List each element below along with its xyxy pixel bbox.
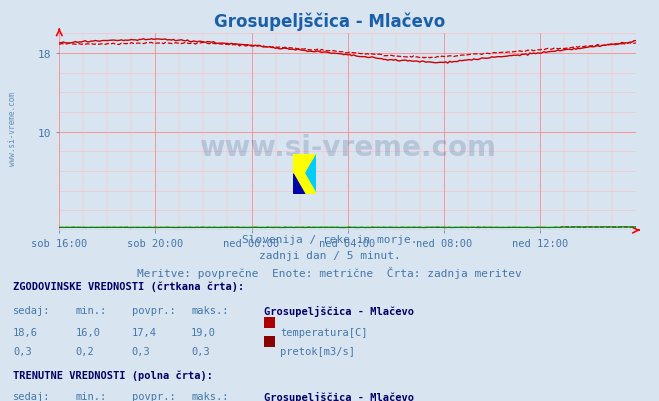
- Polygon shape: [293, 154, 316, 194]
- Text: 0,2: 0,2: [76, 346, 94, 356]
- Text: 17,4: 17,4: [132, 327, 157, 337]
- Text: maks.:: maks.:: [191, 305, 229, 315]
- Text: pretok[m3/s]: pretok[m3/s]: [280, 346, 355, 356]
- Text: Meritve: povprečne  Enote: metrične  Črta: zadnja meritev: Meritve: povprečne Enote: metrične Črta:…: [137, 267, 522, 279]
- Text: Grosupeljščica - Mlačevo: Grosupeljščica - Mlačevo: [214, 12, 445, 30]
- Text: www.si-vreme.com: www.si-vreme.com: [199, 134, 496, 162]
- Text: min.:: min.:: [76, 391, 107, 401]
- Text: min.:: min.:: [76, 305, 107, 315]
- Text: temperatura[C]: temperatura[C]: [280, 327, 368, 337]
- Text: TRENUTNE VREDNOSTI (polna črta):: TRENUTNE VREDNOSTI (polna črta):: [13, 369, 213, 380]
- Polygon shape: [293, 154, 316, 194]
- Text: povpr.:: povpr.:: [132, 391, 175, 401]
- Text: Slovenija / reke in morje.: Slovenija / reke in morje.: [242, 235, 417, 245]
- Text: zadnji dan / 5 minut.: zadnji dan / 5 minut.: [258, 251, 401, 261]
- Text: povpr.:: povpr.:: [132, 305, 175, 315]
- Text: maks.:: maks.:: [191, 391, 229, 401]
- Text: sedaj:: sedaj:: [13, 305, 51, 315]
- Text: 16,0: 16,0: [76, 327, 101, 337]
- Text: ZGODOVINSKE VREDNOSTI (črtkana črta):: ZGODOVINSKE VREDNOSTI (črtkana črta):: [13, 281, 244, 291]
- Text: 18,6: 18,6: [13, 327, 38, 337]
- Text: Grosupeljščica - Mlačevo: Grosupeljščica - Mlačevo: [264, 391, 414, 401]
- Text: 0,3: 0,3: [13, 346, 32, 356]
- Polygon shape: [293, 174, 304, 194]
- Text: 0,3: 0,3: [132, 346, 150, 356]
- Text: www.si-vreme.com: www.si-vreme.com: [8, 91, 17, 165]
- Text: sedaj:: sedaj:: [13, 391, 51, 401]
- Text: 19,0: 19,0: [191, 327, 216, 337]
- Text: 0,3: 0,3: [191, 346, 210, 356]
- Text: Grosupeljščica - Mlačevo: Grosupeljščica - Mlačevo: [264, 305, 414, 316]
